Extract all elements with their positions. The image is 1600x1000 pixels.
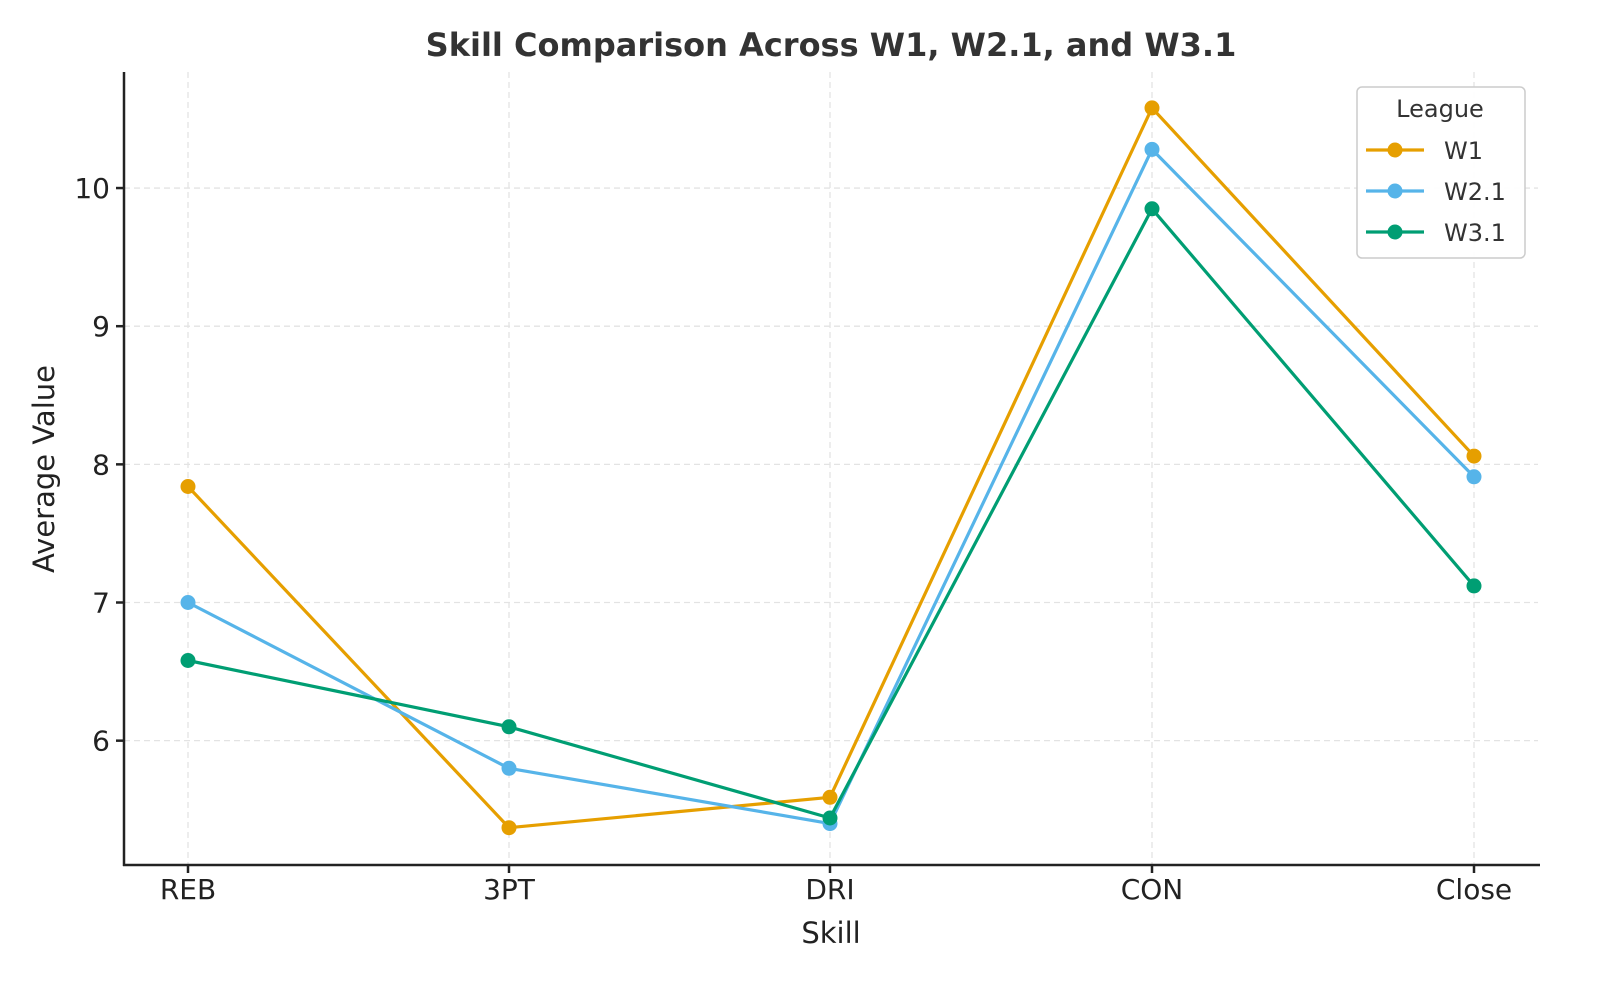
x-axis-label: Skill (801, 916, 860, 950)
y-tick-label: 6 (92, 725, 110, 758)
legend-title: League (1396, 95, 1484, 123)
x-tick-label: CON (1121, 873, 1184, 906)
legend-item: W3.1 (1366, 219, 1506, 247)
legend-dot-marker (1387, 142, 1403, 158)
y-ticks: 6 7 8 9 10 (74, 172, 124, 758)
series-line (187, 207, 1476, 820)
legend-dot-marker (1387, 183, 1403, 199)
series-layer (180, 100, 1482, 836)
data-point (822, 810, 838, 826)
series-W1 (180, 100, 1482, 836)
data-point (1466, 469, 1482, 485)
legend-label: W3.1 (1444, 219, 1506, 247)
data-point (180, 479, 196, 494)
data-point (501, 719, 517, 735)
x-tick-label: 3PT (483, 873, 536, 906)
legend: League W1 W2.1 W3.1 (1356, 86, 1526, 259)
data-point (180, 653, 196, 668)
legend-label: W1 (1444, 137, 1483, 165)
x-tick-label: Close (1436, 873, 1512, 906)
axes (122, 72, 1540, 867)
x-tick-label: DRI (805, 873, 854, 906)
x-ticks: REB 3PT DRI CON Close (160, 865, 1512, 906)
y-axis-label: Average Value (27, 365, 61, 573)
data-point (822, 789, 838, 805)
data-point (501, 820, 517, 836)
y-tick-label: 10 (74, 172, 110, 205)
data-point (501, 760, 517, 776)
series-W2-1 (180, 141, 1482, 832)
series-line (186, 106, 1476, 830)
legend-frame (1356, 86, 1526, 259)
chart-title: Skill Comparison Across W1, W2.1, and W3… (426, 26, 1237, 64)
y-tick-label: 7 (92, 587, 110, 620)
y-tick-label: 8 (92, 448, 110, 481)
y-tick-label: 9 (92, 310, 110, 343)
legend-item: W2.1 (1366, 178, 1506, 206)
legend-dot-marker (1387, 224, 1403, 240)
data-point (1466, 448, 1482, 464)
series-line (187, 147, 1476, 826)
data-point (1466, 578, 1482, 594)
legend-item: W1 (1366, 137, 1483, 165)
grid-lines (124, 72, 1538, 865)
data-point (1144, 100, 1160, 116)
legend-label: W2.1 (1444, 178, 1506, 206)
series-W3-1 (180, 201, 1482, 826)
data-point (180, 595, 196, 610)
data-point (1144, 141, 1160, 157)
data-point (1144, 201, 1160, 217)
x-tick-label: REB (160, 873, 216, 906)
